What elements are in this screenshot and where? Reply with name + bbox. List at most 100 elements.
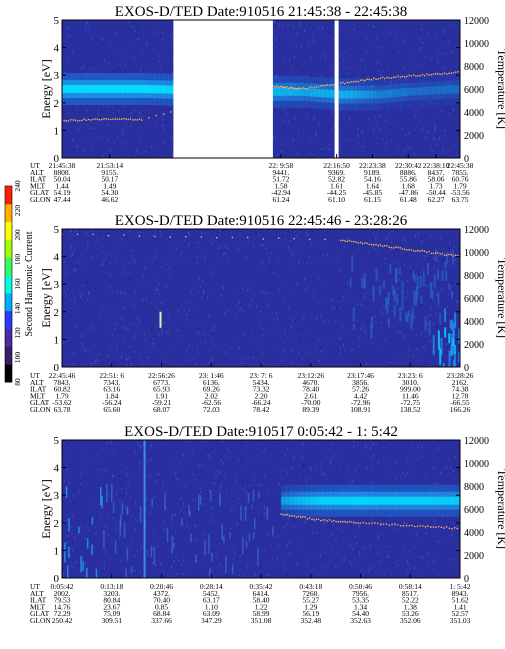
ion-band-mark xyxy=(411,82,414,101)
spectrogram-mark xyxy=(272,526,274,536)
ion-band-mark xyxy=(444,80,447,99)
temperature-point xyxy=(406,249,408,251)
temperature-point xyxy=(357,80,360,83)
ion-band-mark xyxy=(392,89,394,98)
temperature-point xyxy=(328,84,331,86)
ion-band-mark xyxy=(345,90,348,99)
temperature-point xyxy=(388,524,391,526)
temperature-point xyxy=(282,514,284,516)
ephemeris-value: 0:28:14 xyxy=(200,582,223,591)
ephemeris-value: 63.78 xyxy=(54,405,71,414)
ion-band-mark xyxy=(383,85,385,104)
temperature-point xyxy=(246,236,249,239)
ion-band-mark xyxy=(322,89,324,98)
ion-band-mark xyxy=(360,90,363,99)
temperature-point xyxy=(353,81,355,83)
temperature-point xyxy=(388,77,391,79)
temperature-point xyxy=(419,250,422,252)
ion-band-mark xyxy=(437,74,440,107)
temperature-point xyxy=(443,254,446,256)
temperature-point xyxy=(107,234,110,237)
ion-band-mark xyxy=(448,496,452,505)
temperature-point xyxy=(416,525,419,528)
temperature-point xyxy=(293,238,296,240)
ion-band-mark xyxy=(287,82,290,101)
spectrogram-mark xyxy=(106,484,108,503)
ephemeris-value: 72.03 xyxy=(203,405,220,414)
y-tick-label: 1 xyxy=(54,125,60,137)
ephemeris-row-label: GLON xyxy=(30,405,51,414)
ion-band-mark xyxy=(388,84,391,103)
ion-band-mark xyxy=(286,491,289,510)
temperature-point xyxy=(287,87,290,90)
temperature-point xyxy=(381,245,384,247)
ion-band-mark xyxy=(434,74,437,107)
ephemeris-value: 4372. xyxy=(153,589,170,598)
ion-band-mark xyxy=(298,75,300,108)
y2-axis-label: Temperature [K] xyxy=(495,258,505,338)
ion-band-mark xyxy=(150,85,156,94)
ion-band-mark xyxy=(449,85,452,94)
temperature-point xyxy=(379,244,382,246)
temperature-point xyxy=(123,117,125,120)
ion-band-mark xyxy=(403,83,406,102)
ion-band-mark xyxy=(386,90,388,98)
ion-band-mark xyxy=(356,78,359,111)
ion-band-mark xyxy=(380,78,382,111)
ion-band-mark xyxy=(388,89,391,98)
spectrogram-mark xyxy=(451,249,454,265)
temperature-point xyxy=(430,526,432,528)
temperature-point xyxy=(403,76,406,78)
spectrogram-mark xyxy=(452,330,455,339)
temperature-point xyxy=(118,118,121,120)
ion-band-mark xyxy=(308,83,311,102)
temperature-point xyxy=(304,516,307,518)
ion-band-mark xyxy=(349,496,352,505)
temperature-point xyxy=(397,246,399,249)
ion-band-mark xyxy=(332,496,335,505)
ion-band-mark xyxy=(100,85,103,93)
ion-band-mark xyxy=(308,76,311,109)
ion-band-mark xyxy=(340,90,343,99)
ephemeris-value: 55.86 xyxy=(400,175,417,184)
temperature-point xyxy=(370,243,373,246)
ion-band-mark xyxy=(425,86,428,95)
ion-band-mark xyxy=(290,75,293,108)
ephemeris-value: 309.51 xyxy=(101,616,122,625)
ion-band-mark xyxy=(311,83,314,102)
ion-band-mark xyxy=(404,88,406,97)
ion-band-mark xyxy=(377,85,380,104)
ion-band-mark xyxy=(316,496,319,505)
ion-band-mark xyxy=(62,85,64,93)
colorbar-tick-label: 160 xyxy=(13,278,22,290)
spectrogram-mark xyxy=(229,531,231,539)
temperature-point xyxy=(408,249,410,251)
ephemeris-value: 1.84 xyxy=(105,391,118,400)
ion-band-mark xyxy=(312,76,315,109)
spectrogram-mark xyxy=(223,534,225,544)
ephemeris-value: 21:45:38 xyxy=(49,161,76,170)
temperature-point xyxy=(355,241,357,243)
ion-band-mark xyxy=(318,89,320,97)
y-tick-label: 3 xyxy=(54,70,60,82)
ion-band-mark xyxy=(402,83,405,102)
ion-band-mark xyxy=(413,496,416,505)
spectrogram-mark xyxy=(437,330,440,350)
temperature-point xyxy=(339,521,342,523)
ion-band-mark xyxy=(383,90,385,99)
ion-band-mark xyxy=(400,496,403,505)
temperature-point xyxy=(322,84,324,87)
ion-band-mark xyxy=(327,84,330,103)
ion-band-mark xyxy=(416,82,420,101)
spectrogram-mark xyxy=(242,537,244,555)
ion-band-mark xyxy=(341,78,344,111)
ephemeris-value: 347.29 xyxy=(201,616,222,625)
ephemeris-value: 7843. xyxy=(54,378,71,387)
spectrogram-mark xyxy=(101,495,103,509)
ion-band-mark xyxy=(348,90,351,99)
ion-band-mark xyxy=(394,84,396,103)
ion-band-mark xyxy=(331,77,334,110)
ephemeris-value: 2002. xyxy=(54,589,71,598)
ion-band-mark xyxy=(430,86,433,95)
ion-band-mark xyxy=(304,76,307,108)
